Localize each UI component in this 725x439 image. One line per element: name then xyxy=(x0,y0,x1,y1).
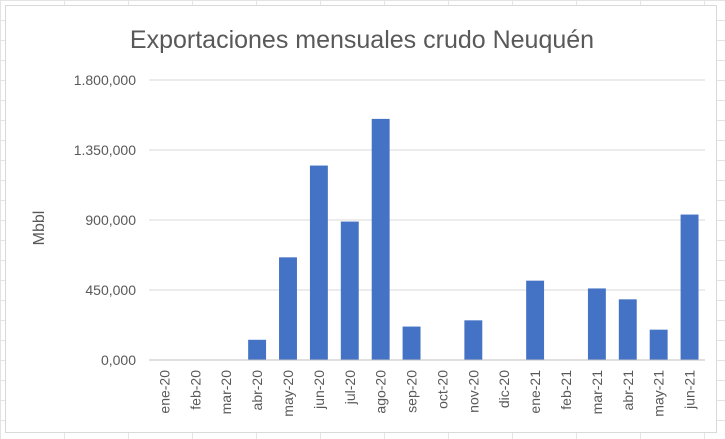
bar-abr-20[interactable] xyxy=(248,339,267,360)
y-axis-label: Mbbl xyxy=(31,211,48,246)
x-tick-label: ago-20 xyxy=(373,370,389,414)
x-tick-label: feb-21 xyxy=(558,370,574,410)
x-tick-label: sep-20 xyxy=(404,370,420,413)
bar-may-20[interactable] xyxy=(279,257,297,360)
x-tick-label: abr-21 xyxy=(620,370,636,411)
chart-title: Exportaciones mensuales crudo Neuquén xyxy=(129,26,595,54)
x-tick-label: abr-20 xyxy=(249,370,265,411)
x-tick-label: may-20 xyxy=(280,370,296,417)
x-tick-label: feb-20 xyxy=(187,370,203,410)
y-tick-label: 900,000 xyxy=(85,212,136,228)
bar-nov-20[interactable] xyxy=(464,320,483,360)
bar-abr-21[interactable] xyxy=(618,299,637,360)
x-tick-label: mar-21 xyxy=(589,370,605,415)
chart-area[interactable]: Exportaciones mensuales crudo Neuquén 0,… xyxy=(5,5,717,433)
y-tick-label: 450,000 xyxy=(85,282,136,298)
bar-mar-21[interactable] xyxy=(587,288,606,360)
bar-jul-20[interactable] xyxy=(340,221,359,360)
x-tick-label: ene-21 xyxy=(527,370,543,414)
bar-sep-20[interactable] xyxy=(402,326,421,360)
bar-jun-20[interactable] xyxy=(309,165,328,360)
x-tick-label: nov-20 xyxy=(465,370,481,413)
gridlines xyxy=(149,79,705,291)
axes: 0,000 450,000 900,000 1.350,000 1.800,000 ene… xyxy=(74,72,705,417)
bar-chart: 0,000 450,000 900,000 1.350,000 1.800,000 ene… xyxy=(31,72,705,417)
x-tick-label: may-21 xyxy=(651,370,667,417)
bar-may-21[interactable] xyxy=(649,329,668,360)
y-tick-label: 1.350,000 xyxy=(74,142,136,158)
x-tick-label: ene-20 xyxy=(156,370,172,414)
x-tick-label: jul-20 xyxy=(342,370,358,405)
y-tick-label: 0,000 xyxy=(101,352,136,368)
x-tick-label: mar-20 xyxy=(218,370,234,415)
y-tick-label: 1.800,000 xyxy=(74,72,136,88)
x-tick-label: dic-20 xyxy=(496,370,512,408)
bar-jun-21[interactable] xyxy=(680,214,699,360)
x-tick-label: jun-21 xyxy=(682,370,698,410)
x-tick-label: jun-20 xyxy=(311,370,327,410)
bar-ago-20[interactable] xyxy=(371,118,390,360)
bars xyxy=(248,118,699,360)
bar-ene-21[interactable] xyxy=(526,280,545,360)
x-tick-label: oct-20 xyxy=(434,370,450,409)
